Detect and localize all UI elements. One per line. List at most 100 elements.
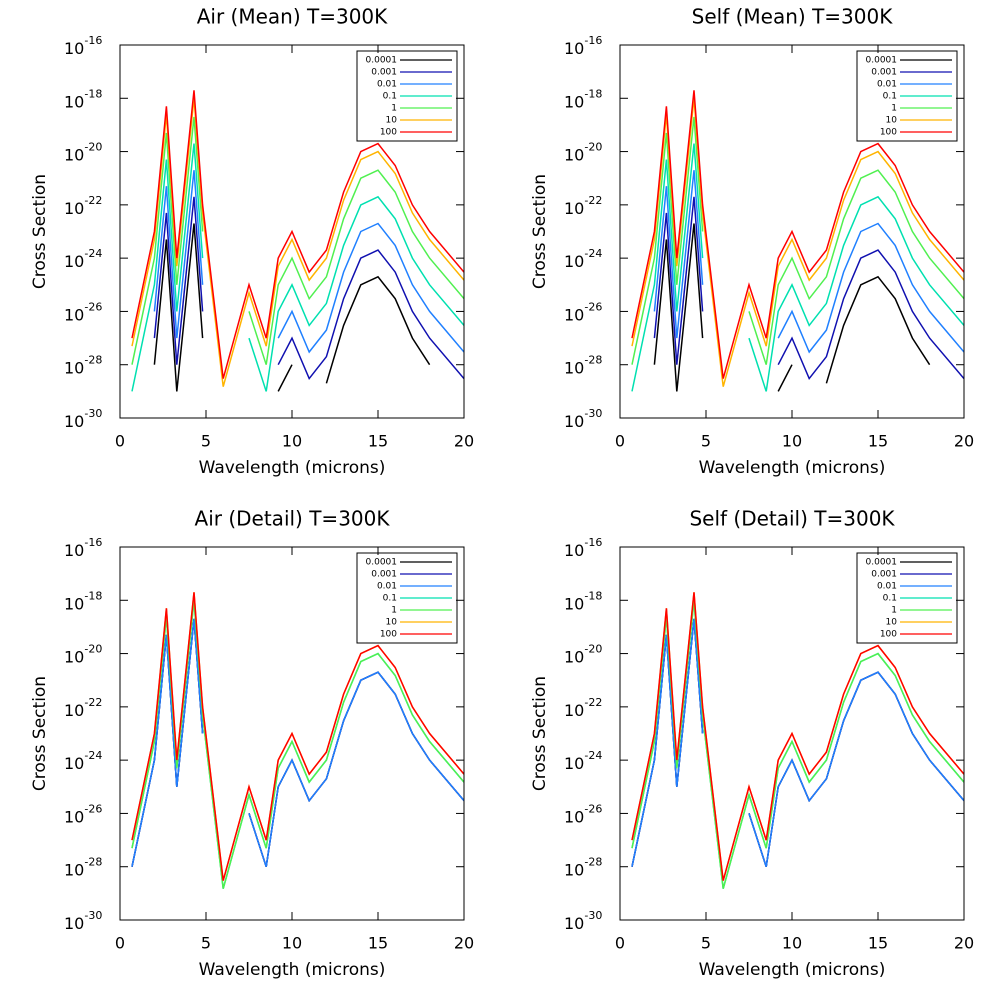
legend-label: 1 (891, 606, 897, 616)
series-line (153, 196, 204, 365)
y-tick-exponent: -18 (584, 87, 602, 100)
series-line (131, 618, 204, 867)
y-tick-label: 10-28 (564, 354, 602, 378)
y-tick-label: 10-26 (564, 802, 602, 826)
y-tick-label: 10-18 (64, 87, 102, 111)
series-line (631, 600, 964, 889)
y-tick-label: 10-22 (64, 194, 102, 218)
y-tick-base: 10 (564, 700, 584, 719)
y-tick-exponent: -28 (584, 856, 602, 869)
y-tick-base: 10 (64, 39, 84, 58)
y-tick-base: 10 (564, 807, 584, 826)
chart-title: Air (Mean) T=300K (197, 5, 388, 29)
y-tick-label: 10-20 (64, 141, 102, 165)
x-tick-label: 0 (115, 432, 125, 451)
plot-area (631, 592, 964, 889)
y-tick-label: 10-18 (64, 589, 102, 613)
series-line (248, 195, 464, 392)
legend-label: 100 (380, 630, 397, 640)
series-line (777, 222, 964, 354)
series-line (153, 223, 204, 392)
series-line (748, 671, 964, 867)
y-tick-base: 10 (64, 92, 84, 111)
legend-box (356, 552, 458, 644)
y-tick-exponent: -20 (584, 141, 602, 154)
y-tick-base: 10 (564, 39, 584, 58)
x-tick-label: 5 (201, 432, 211, 451)
y-tick-label: 10-16 (564, 34, 602, 58)
legend-label: 0.1 (883, 594, 897, 604)
y-tick-exponent: -26 (84, 802, 102, 815)
legend-label: 10 (386, 618, 398, 628)
y-tick-base: 10 (64, 252, 84, 271)
y-tick-exponent: -30 (84, 407, 102, 420)
y-tick-exponent: -30 (584, 909, 602, 922)
y-tick-label: 10-26 (564, 300, 602, 324)
legend-label: 0.001 (371, 68, 397, 78)
series-line (131, 600, 464, 889)
legend-label: 0.01 (377, 80, 397, 90)
y-tick-exponent: -30 (84, 909, 102, 922)
y-tick-base: 10 (64, 541, 84, 560)
series-line (631, 618, 704, 867)
chart-title: Self (Detail) T=300K (689, 507, 895, 531)
legend-label: 10 (886, 618, 898, 628)
x-tick-label: 20 (954, 934, 974, 953)
x-tick-label: 20 (954, 432, 974, 451)
y-tick-base: 10 (564, 145, 584, 164)
x-tick-label: 0 (115, 934, 125, 953)
legend-label: 0.0001 (366, 558, 398, 568)
legend-label: 0.001 (871, 68, 897, 78)
series-line (748, 169, 964, 365)
series-line (631, 143, 704, 392)
y-tick-exponent: -28 (84, 856, 102, 869)
series-line (131, 592, 464, 881)
panel: Air (Mean) T=300K Wavelength (microns) Cro… (30, 5, 474, 479)
legend-label: 100 (380, 128, 397, 138)
y-tick-label: 10-28 (64, 354, 102, 378)
y-tick-base: 10 (64, 305, 84, 324)
series-line (653, 223, 704, 392)
y-tick-exponent: -22 (584, 696, 602, 709)
series-line (325, 275, 431, 384)
y-tick-exponent: -28 (584, 354, 602, 367)
y-tick-label: 10-30 (64, 909, 102, 933)
series-line (248, 671, 464, 867)
legend-label: 1 (391, 104, 397, 114)
y-axis-label: Cross Section (30, 676, 50, 791)
y-tick-exponent: -26 (584, 802, 602, 815)
series-line (777, 364, 793, 392)
y-tick-base: 10 (64, 145, 84, 164)
x-tick-label: 5 (201, 934, 211, 953)
y-tick-label: 10-20 (564, 643, 602, 667)
legend-label: 0.1 (883, 92, 897, 102)
series-line (631, 592, 964, 881)
y-tick-base: 10 (564, 647, 584, 666)
y-tick-base: 10 (564, 541, 584, 560)
y-tick-exponent: -28 (84, 354, 102, 367)
y-tick-base: 10 (64, 807, 84, 826)
x-tick-label: 10 (782, 432, 802, 451)
legend-label: 0.0001 (866, 56, 898, 66)
series-line (825, 275, 931, 384)
series-line (131, 90, 464, 379)
series-line (631, 98, 964, 387)
y-tick-base: 10 (564, 198, 584, 217)
series-line (777, 249, 964, 381)
y-tick-base: 10 (564, 305, 584, 324)
y-tick-exponent: -24 (84, 247, 102, 260)
y-tick-base: 10 (64, 914, 84, 933)
legend-box (856, 552, 958, 644)
y-tick-base: 10 (64, 412, 84, 431)
plot-area (131, 90, 464, 392)
legend-label: 0.1 (383, 594, 397, 604)
y-tick-label: 10-22 (564, 696, 602, 720)
y-tick-base: 10 (64, 700, 84, 719)
legend-label: 0.001 (871, 570, 897, 580)
y-tick-label: 10-24 (564, 749, 602, 773)
legend-box (856, 50, 958, 142)
series-line (277, 222, 464, 354)
y-tick-exponent: -16 (84, 536, 102, 549)
x-tick-label: 15 (868, 432, 888, 451)
y-tick-base: 10 (564, 860, 584, 879)
